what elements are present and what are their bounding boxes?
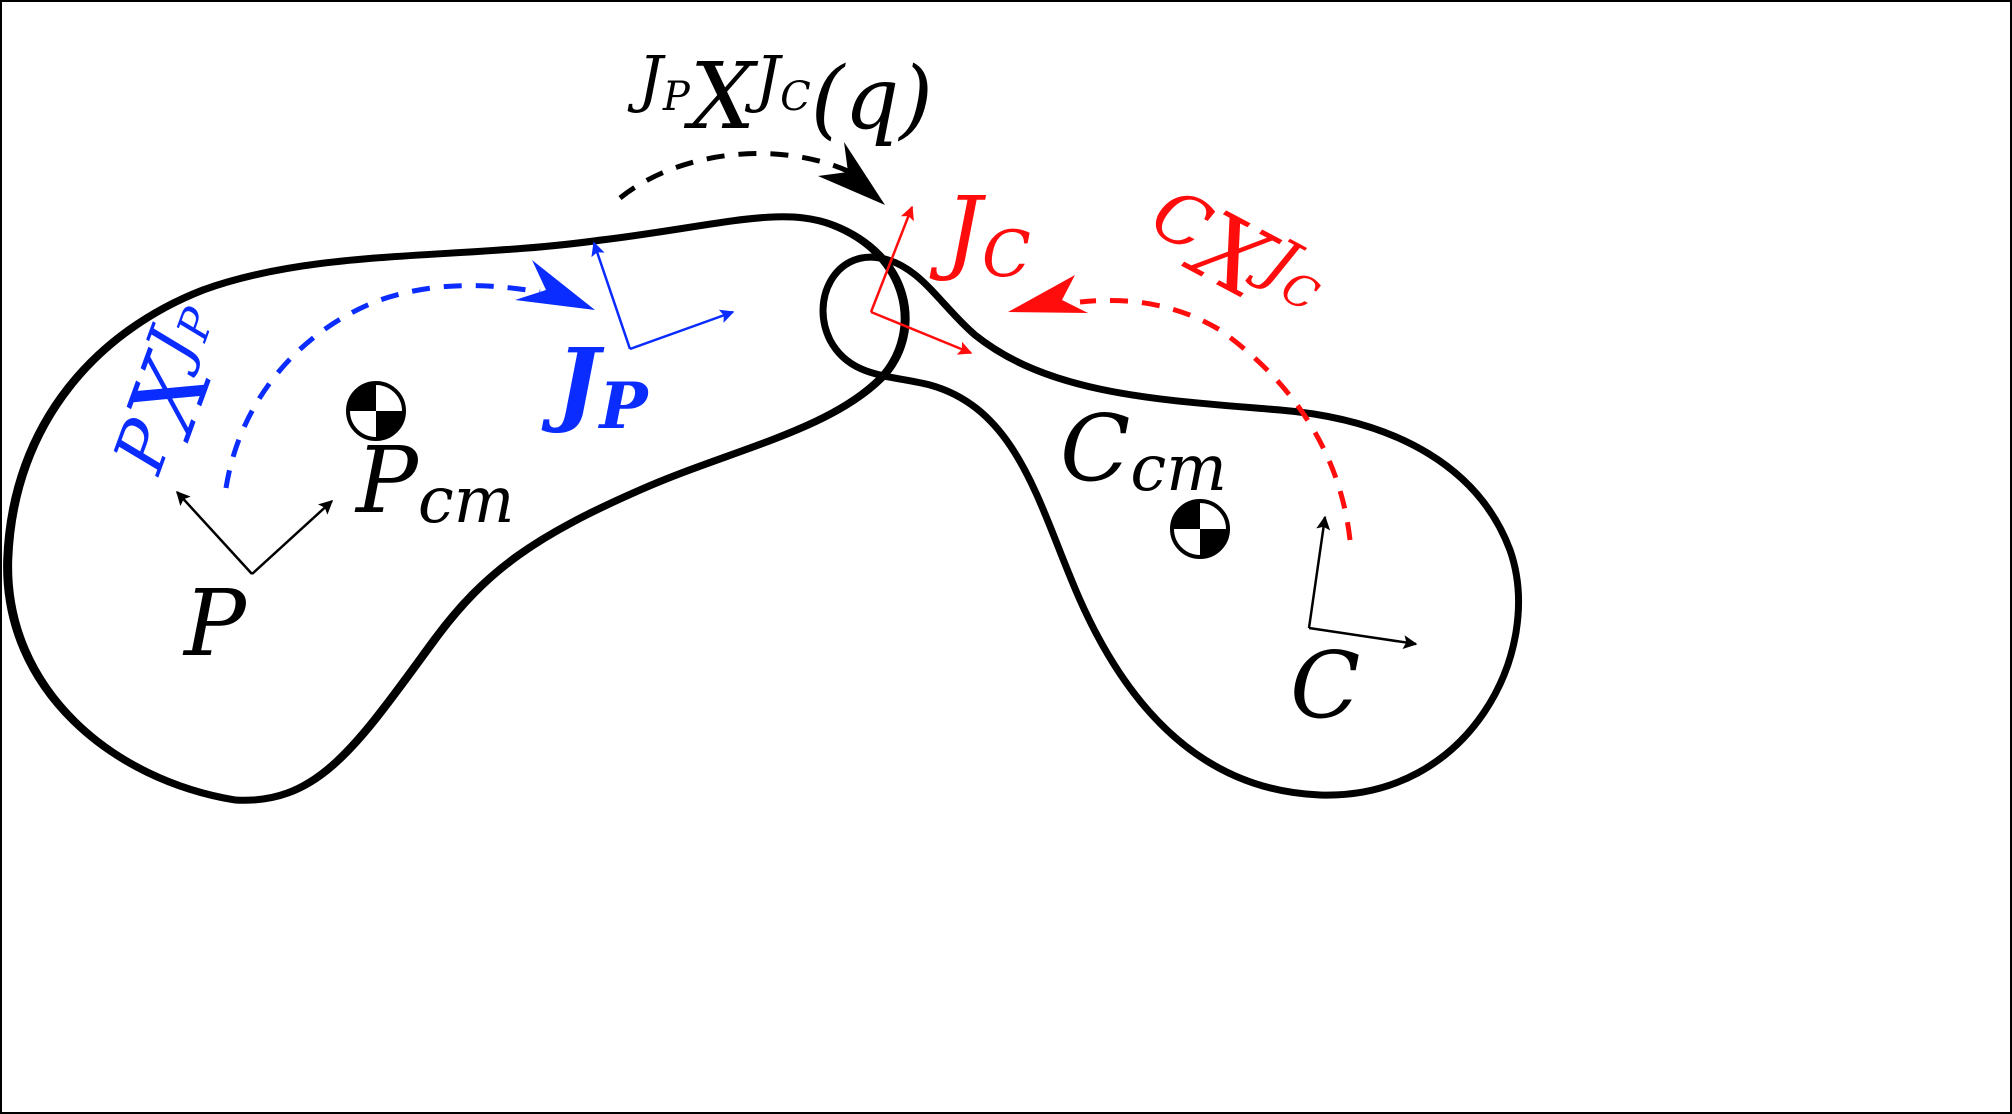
parent-cm-label: Pcm	[354, 427, 514, 538]
parent-joint-label: JP	[541, 328, 650, 444]
parent-joint-frame-axes	[591, 241, 735, 351]
parent-body-outline	[3, 213, 910, 804]
parent-frame-label: P	[182, 570, 248, 677]
joint-transform-arrow	[618, 151, 852, 200]
child-transform-arrowhead	[1008, 275, 1088, 313]
parent-transform-arrowhead	[515, 260, 595, 310]
child-body-outline	[819, 253, 1522, 799]
center-of-mass-icon	[1170, 499, 1230, 559]
child-transform-arrow	[1079, 297, 1353, 541]
child-frame-axes	[1307, 515, 1418, 650]
parent-transform-arrow	[223, 283, 541, 489]
child-frame-label: C	[1290, 632, 1360, 739]
parent-frame-axes	[176, 490, 334, 575]
joint-transform-label: JPXJC(q)	[627, 42, 933, 150]
child-joint-label: JC	[929, 177, 1031, 292]
joint-transform-arrowhead	[818, 142, 885, 205]
center-of-mass-icon	[346, 381, 406, 441]
child-transform-label: CXJC	[1128, 165, 1341, 349]
child-cm-label: Ccm	[1060, 395, 1227, 506]
child-joint-frame-axes	[869, 205, 973, 355]
parent-transform-label: PXJP	[89, 290, 254, 492]
